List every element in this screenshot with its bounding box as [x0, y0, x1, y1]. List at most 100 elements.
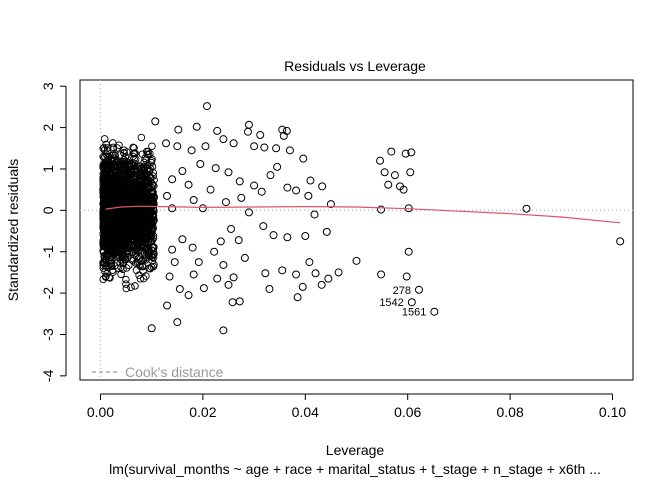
cluster-point [121, 205, 130, 213]
data-point [261, 269, 270, 278]
cluster-point [142, 173, 150, 182]
cluster-point [101, 213, 109, 221]
data-point [235, 297, 244, 306]
data-point [194, 258, 203, 267]
cluster-point [116, 151, 125, 159]
cluster-point [137, 171, 146, 180]
cluster-point [137, 133, 146, 142]
cluster-point [144, 238, 152, 246]
data-point [414, 285, 423, 294]
cluster-point [104, 178, 112, 187]
data-point [334, 268, 343, 277]
data-point [401, 149, 410, 158]
data-point [165, 272, 174, 281]
cluster-point [101, 152, 109, 161]
data-point [178, 167, 187, 176]
cluster-point [149, 247, 158, 255]
data-point [189, 270, 198, 279]
data-point [299, 154, 308, 163]
cluster-point [139, 242, 148, 251]
cluster-point [99, 275, 107, 284]
x-axis: 0.00 0.02 0.04 0.06 0.08 0.10 [87, 393, 626, 420]
cluster-point [101, 273, 110, 281]
cluster-point [136, 274, 145, 283]
cluster-point [144, 191, 153, 199]
cluster-point [107, 224, 116, 232]
cluster-point [124, 246, 133, 254]
y-tick-label: -3 [40, 328, 56, 341]
legend-label: Cook's distance [125, 364, 224, 380]
cluster-point [150, 260, 158, 269]
cluster-point [108, 256, 116, 264]
data-point [244, 120, 253, 129]
data-point [162, 139, 171, 148]
cluster-point [106, 241, 114, 250]
cluster-point [149, 172, 157, 180]
cluster-point [123, 238, 132, 247]
cluster-point [143, 150, 151, 158]
data-point [188, 243, 197, 252]
data-point [173, 142, 182, 151]
data-point [175, 284, 184, 293]
y-tick-label: 0 [40, 206, 56, 214]
x-tick-label: 0.08 [496, 404, 523, 420]
x-tick-label: 0.10 [599, 404, 626, 420]
cluster-point [129, 184, 137, 193]
cluster-point [100, 202, 108, 210]
cluster-point [144, 210, 153, 219]
data-point [266, 171, 275, 180]
data-point [211, 164, 220, 173]
data-point [224, 280, 233, 289]
model-formula-caption: lm(survival_months ~ age + race + marita… [109, 461, 601, 477]
cluster-point [99, 262, 107, 270]
cluster-point [141, 227, 149, 236]
data-point [384, 180, 393, 189]
chart-title: Residuals vs Leverage [284, 58, 426, 74]
data-point [283, 233, 292, 242]
cluster-point [113, 178, 122, 186]
cluster-point [117, 270, 125, 279]
cluster-point [108, 222, 117, 231]
data-point [196, 160, 205, 168]
data-point [257, 187, 266, 196]
y-tick-label: -2 [40, 287, 56, 300]
data-point [311, 269, 320, 278]
cluster-point [142, 156, 150, 164]
cluster-point [133, 248, 142, 256]
cluster-point [119, 210, 128, 219]
data-point [250, 142, 259, 151]
data-point [616, 237, 625, 246]
y-tick-label: 1 [40, 165, 56, 173]
data-point [219, 260, 228, 269]
data-point [278, 125, 287, 134]
cluster-point [99, 221, 108, 229]
cluster-point [108, 191, 117, 200]
data-point [168, 204, 177, 213]
data-point [399, 185, 408, 194]
cluster-point [130, 162, 138, 170]
cluster-point [100, 198, 109, 207]
data-point [151, 117, 160, 126]
cluster-point [129, 215, 138, 223]
data-point [201, 142, 210, 151]
cluster-point [116, 182, 124, 191]
data-point [292, 186, 301, 195]
cluster-point [99, 176, 107, 185]
data-point [278, 266, 287, 275]
cluster-point [150, 250, 158, 258]
data-point [224, 168, 233, 177]
cluster-point [149, 211, 158, 220]
data-point [163, 191, 172, 200]
data-point [216, 237, 225, 246]
cluster-point [134, 209, 142, 218]
cluster-point [135, 184, 144, 192]
cluster-point [130, 220, 138, 229]
cluster-point [143, 164, 151, 173]
cluster-point [147, 263, 156, 271]
cluster-point [107, 245, 115, 253]
data-point [163, 301, 172, 310]
data-point [306, 176, 315, 185]
cluster-point [101, 188, 109, 196]
